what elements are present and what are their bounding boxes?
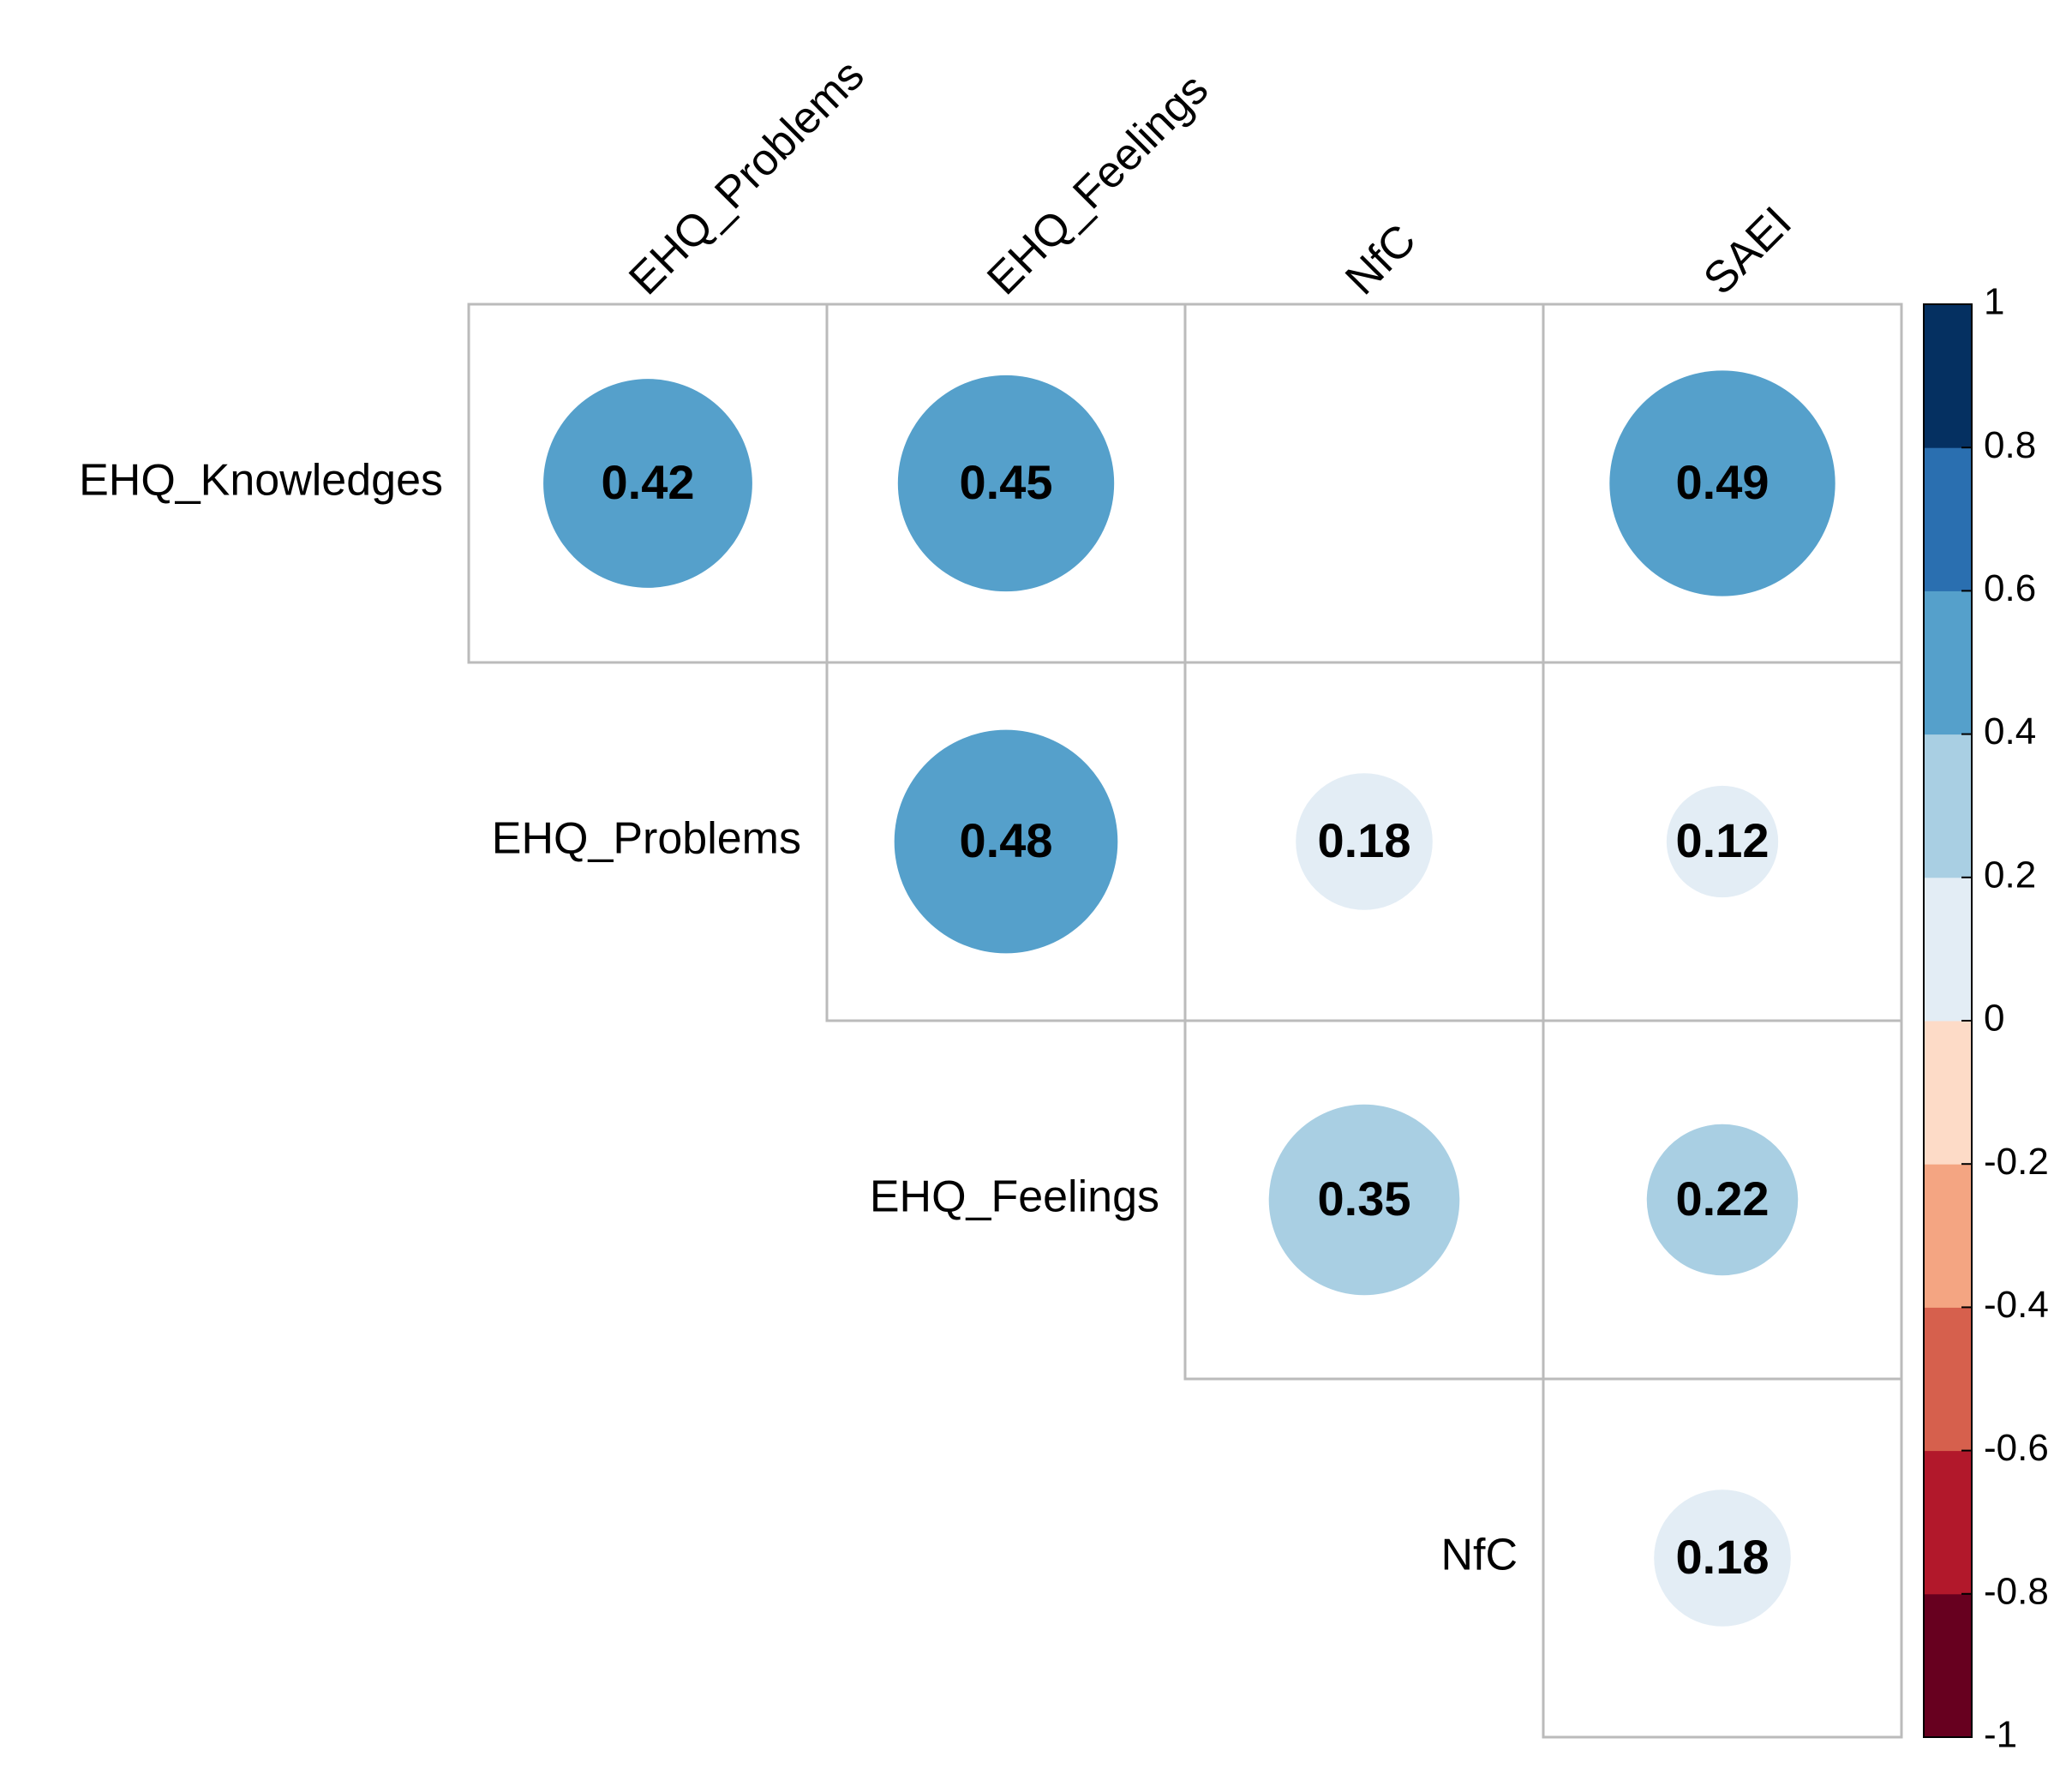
colorbar-tick-label: 0.6	[1984, 567, 2036, 609]
cell	[1183, 303, 1545, 664]
colorbar-segment	[1924, 590, 1972, 735]
corr-value: 0.12	[1676, 813, 1770, 867]
corr-circle	[1609, 370, 1835, 596]
corr-value: 0.18	[1676, 1530, 1770, 1584]
colorbar-tick-label: 0.4	[1984, 710, 2036, 752]
colorbar-segment	[1924, 877, 1972, 1022]
row-label: EHQ_Knowledges	[79, 456, 443, 506]
colorbar-tick-label: -0.2	[1984, 1141, 2049, 1183]
colorbar-tick-label: -1	[1984, 1714, 2017, 1756]
colorbar-tick-label: -0.6	[1984, 1427, 2049, 1469]
column-label: EHQ_Problems	[620, 51, 873, 304]
corr-circle	[894, 729, 1118, 954]
corr-value: 0.49	[1676, 455, 1770, 509]
colorbar-segment	[1924, 447, 1972, 591]
colorbar-tick-label: 0.2	[1984, 854, 2036, 896]
colorbar-segment	[1924, 1450, 1972, 1595]
corr-circle	[1646, 1124, 1799, 1276]
corr-value: 0.35	[1318, 1172, 1411, 1226]
corr-value: 0.22	[1676, 1172, 1770, 1226]
colorbar-segment	[1924, 1164, 1972, 1308]
row-label: EHQ_Feelings	[870, 1172, 1159, 1222]
corr-circle	[1654, 1489, 1791, 1627]
corr-circle	[543, 379, 752, 588]
colorbar-segment	[1924, 1021, 1972, 1165]
colorbar-tick-label: -0.4	[1984, 1284, 2049, 1326]
row-label: NfC	[1440, 1531, 1518, 1580]
colorbar-tick-label: 0.8	[1984, 424, 2036, 466]
corr-value: 0.18	[1318, 813, 1411, 867]
column-label: NfC	[1336, 215, 1425, 304]
corr-circle	[1296, 773, 1433, 910]
corr-circle	[1666, 785, 1779, 898]
colorbar-tick-label: 0	[1984, 998, 2004, 1040]
colorbar-segment	[1924, 1307, 1972, 1452]
colorbar-segment	[1924, 734, 1972, 878]
corr-value: 0.48	[960, 813, 1053, 867]
colorbar-tick-label: -0.8	[1984, 1570, 2049, 1612]
cell	[1542, 1377, 1903, 1739]
row-label: EHQ_Problems	[492, 814, 801, 864]
colorbar-segment	[1924, 304, 1972, 448]
corr-circle	[897, 375, 1115, 592]
corr-value: 0.42	[602, 455, 695, 509]
corr-circle	[1268, 1104, 1460, 1296]
column-label: SAEI	[1694, 197, 1801, 304]
colorbar-segment	[1924, 1593, 1972, 1738]
column-label: EHQ_Feelings	[978, 64, 1218, 304]
colorbar-tick-label: 1	[1984, 281, 2004, 323]
corr-value: 0.45	[960, 455, 1053, 509]
